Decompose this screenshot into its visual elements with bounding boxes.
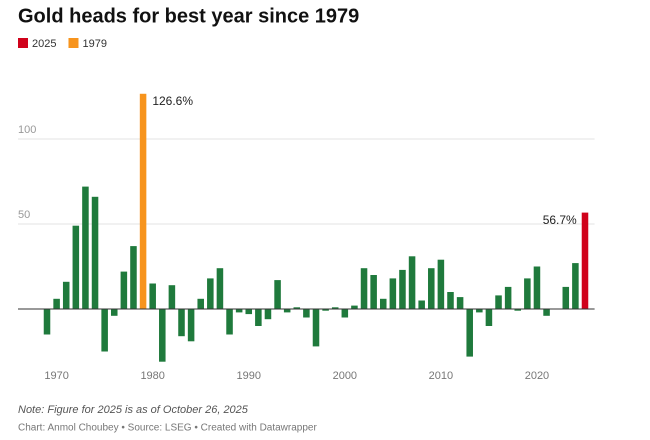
bar — [331, 307, 339, 309]
bar — [274, 280, 281, 309]
bar — [197, 298, 204, 309]
data-label: 126.6% — [152, 94, 193, 108]
x-tick-label: 2010 — [429, 370, 453, 382]
bar — [53, 298, 60, 309]
bar — [293, 307, 301, 309]
x-tick-label: 1970 — [44, 370, 68, 382]
bar — [216, 268, 224, 309]
bar — [168, 285, 176, 309]
bar — [322, 309, 329, 311]
bar — [149, 283, 156, 309]
bar — [245, 309, 253, 315]
bar — [101, 309, 108, 352]
bar — [389, 278, 397, 309]
bar — [495, 295, 502, 309]
data-label: 56.7% — [543, 213, 577, 227]
bar — [110, 309, 118, 316]
bar — [255, 309, 262, 326]
y-tick-label: 50 — [18, 209, 30, 221]
bar — [533, 266, 541, 309]
bar — [485, 309, 493, 326]
bar — [562, 286, 570, 309]
bar — [524, 278, 531, 309]
bar — [514, 309, 522, 311]
bar — [72, 225, 80, 309]
legend: 2025 1979 — [18, 38, 107, 50]
bar — [159, 309, 166, 362]
bar — [91, 196, 99, 309]
bar — [476, 309, 483, 313]
bar — [581, 212, 589, 309]
source: Chart: Anmol Choubey • Source: LSEG • Cr… — [18, 423, 317, 434]
bar — [43, 309, 51, 335]
bar — [82, 186, 89, 309]
bar — [428, 268, 435, 309]
legend-swatch — [68, 38, 79, 48]
bar — [130, 246, 137, 309]
legend-swatch — [18, 38, 28, 48]
bar — [283, 309, 291, 313]
bar — [360, 268, 368, 309]
bar — [437, 259, 445, 309]
bar — [504, 286, 512, 309]
bar — [187, 309, 195, 342]
bar — [572, 263, 579, 309]
note: Note: Figure for 2025 is as of October 2… — [18, 404, 249, 416]
bar — [178, 309, 185, 337]
chart-title: Gold heads for best year since 1979 — [18, 5, 359, 27]
bar — [466, 309, 473, 357]
x-tick-label: 2020 — [525, 370, 549, 382]
bar — [312, 309, 320, 347]
bar — [456, 297, 464, 309]
x-tick-label: 1980 — [140, 370, 164, 382]
bar — [207, 278, 214, 309]
bar — [379, 298, 387, 309]
bar — [264, 309, 272, 320]
bar — [447, 292, 454, 309]
bar — [303, 309, 310, 318]
bar — [418, 300, 425, 309]
bar — [235, 309, 243, 313]
bar — [226, 309, 233, 335]
bar — [62, 281, 70, 309]
legend-label: 2025 — [32, 38, 56, 50]
y-tick-label: 100 — [18, 124, 36, 136]
bar — [399, 269, 406, 309]
bar — [370, 275, 377, 309]
bar — [341, 309, 349, 318]
bar — [120, 271, 128, 309]
bar — [139, 93, 147, 309]
legend-label: 1979 — [82, 38, 106, 50]
bar — [543, 309, 550, 316]
bar — [408, 256, 416, 309]
bar — [351, 305, 358, 309]
x-tick-label: 2000 — [333, 370, 357, 382]
x-tick-label: 1990 — [237, 370, 261, 382]
